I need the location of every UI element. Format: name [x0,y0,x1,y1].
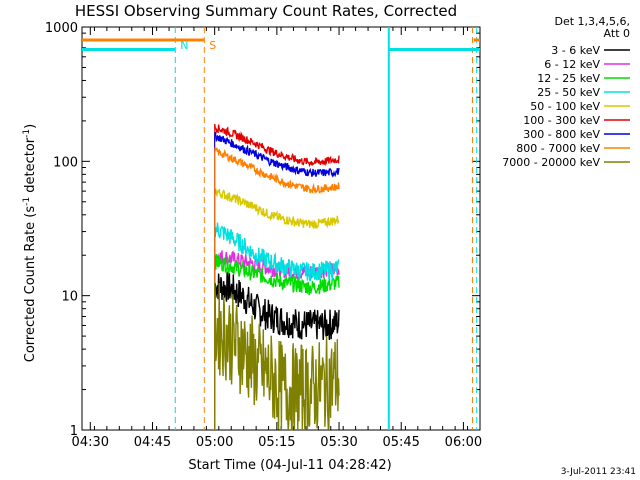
time-marker-label: S [209,39,216,52]
legend-label: 100 - 300 keV [523,114,600,127]
y-axis-label-mid: detector [23,137,38,197]
series-line [214,147,340,194]
series-line [214,254,340,296]
y-tick-label: 1000 [45,21,78,36]
series-line [214,282,340,431]
footer-date: 3-Jul-2011 23:41 [561,467,636,477]
x-tick-label: 05:45 [382,435,419,450]
y-axis-label-exp2: -1 [22,129,32,138]
y-axis-label: Corrected Count Rate (s-1 detector-1) [22,124,38,362]
x-tick-label: 06:00 [445,435,482,450]
series-line [214,222,340,282]
legend-label: 50 - 100 keV [530,100,600,113]
time-marker-label: N [180,39,188,52]
legend-label: 300 - 800 keV [523,128,600,141]
legend-label: 3 - 6 keV [551,44,600,57]
x-tick-label: 05:00 [196,435,233,450]
plot-area: 04:30 04:45 05:00 05:15 05:30 05:45 06:00 1 10 10… [45,21,482,450]
chart-title: HESSI Observing Summary Count Rates, Cor… [75,2,457,20]
x-tick-label: 04:30 [72,435,109,450]
legend-label: 25 - 50 keV [537,86,600,99]
y-axis-label-end: ) [23,124,38,129]
series-line [214,124,340,168]
y-axis-label-main: Corrected Count Rate (s [23,206,38,363]
axis-ticks: 04:30 04:45 05:00 05:15 05:30 05:45 06:00 1 10 10… [45,21,482,450]
legend-label: 6 - 12 keV [544,58,600,71]
series-lines [214,124,340,431]
x-axis-label: Start Time (04-Jul-11 04:28:42) [188,458,391,473]
x-tick-label: 04:45 [134,435,171,450]
x-tick-label: 05:30 [320,435,357,450]
legend-label: 12 - 25 keV [537,72,600,85]
series-line [214,131,340,178]
series-line [214,188,340,230]
saa-bars [82,38,480,51]
legend-header-1: Det 1,3,4,5,6, [554,15,630,28]
x-tick-label: 05:15 [258,435,295,450]
y-tick-label: 100 [53,155,78,170]
series-line [214,269,340,341]
y-tick-label: 1 [70,424,78,439]
y-axis-label-exp1: -1 [22,197,32,206]
legend-label: 800 - 7000 keV [516,142,600,155]
y-tick-label: 10 [61,290,78,305]
legend-label: 7000 - 20000 keV [502,156,600,169]
legend-header-2: Att 0 [604,27,630,40]
